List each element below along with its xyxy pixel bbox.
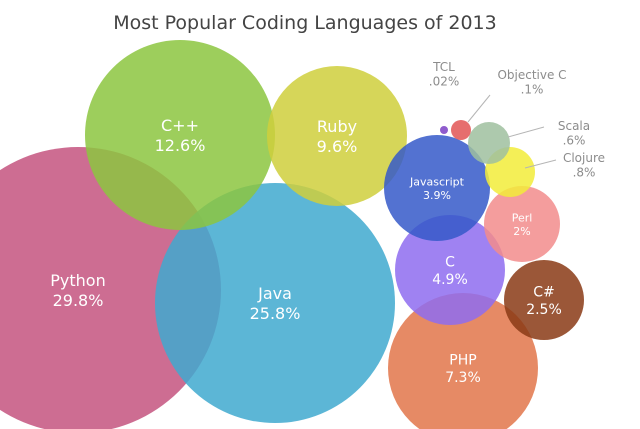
bubble-value-python: 29.8% (53, 291, 104, 310)
bubble-value-csharp: 2.5% (526, 302, 562, 318)
bubble-label-c: C (445, 255, 455, 271)
bubble-value-objective-c: .1% (521, 82, 544, 96)
bubble-label-tcl: TCL (432, 60, 455, 74)
leader-line-clojure (524, 159, 557, 169)
bubble-java (155, 183, 395, 423)
bubble-label-php: PHP (449, 353, 476, 369)
bubble-label-javascript: Javascript (409, 175, 465, 188)
bubble-label-perl: Perl (512, 211, 533, 224)
bubble-tcl (440, 126, 448, 134)
bubble-php (388, 293, 538, 429)
bubble-value-scala: .6% (563, 133, 586, 147)
bubble-value-clojure: .8% (573, 165, 596, 179)
bubble-label-python: Python (50, 271, 105, 290)
bubbles-group (0, 40, 584, 429)
bubble-value-ruby: 9.6% (317, 137, 358, 156)
bubble-label-clojure: Clojure (563, 151, 605, 165)
bubble-label-scala: Scala (558, 119, 590, 133)
bubble-scala (468, 122, 510, 164)
bubble-c (395, 215, 505, 325)
bubble-label-cplusplus: C++ (161, 116, 199, 135)
leader-line-scala (507, 126, 545, 138)
bubble-csharp (504, 260, 584, 340)
leader-lines-group (467, 94, 557, 169)
bubble-ruby (267, 66, 407, 206)
bubble-cplusplus (85, 40, 275, 230)
bubble-value-php: 7.3% (445, 370, 481, 386)
bubble-label-csharp: C# (533, 285, 555, 301)
bubble-label-java: Java (257, 284, 292, 303)
bubble-perl (484, 186, 560, 262)
bubble-value-cplusplus: 12.6% (155, 136, 206, 155)
bubble-value-perl: 2% (513, 225, 530, 238)
bubble-label-ruby: Ruby (317, 117, 357, 136)
bubble-value-javascript: 3.9% (423, 189, 451, 202)
bubble-objective-c (451, 120, 471, 140)
leader-line-objective-c (467, 94, 491, 123)
bubble-javascript (384, 135, 490, 241)
chart-title: Most Popular Coding Languages of 2013 (113, 12, 496, 34)
bubble-label-objective-c: Objective C (497, 68, 566, 82)
bubble-value-c: 4.9% (432, 272, 468, 288)
bubble-value-java: 25.8% (250, 304, 301, 323)
bubble-value-tcl: .02% (429, 74, 460, 88)
